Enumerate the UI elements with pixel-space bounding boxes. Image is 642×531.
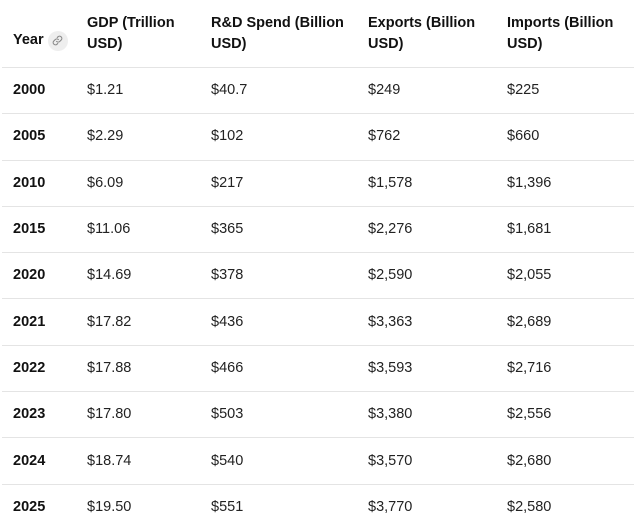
cell-year: 2024 <box>13 452 46 469</box>
cell-year: 2025 <box>13 499 46 516</box>
header-label-year: Year <box>13 32 44 48</box>
cell-rd-spend: $365 <box>211 221 244 238</box>
cell-year: 2015 <box>13 221 46 238</box>
table-row: 2005 $2.29 $102 $762 $660 <box>2 114 634 161</box>
cell-gdp: $19.50 <box>87 499 132 516</box>
cell-year: 2022 <box>13 359 46 376</box>
cell-imports: $2,580 <box>507 499 552 516</box>
cell-exports: $762 <box>368 128 401 145</box>
table-row: 2024 $18.74 $540 $3,570 $2,680 <box>2 438 634 485</box>
table-row: 2010 $6.09 $217 $1,578 $1,396 <box>2 161 634 207</box>
cell-imports: $2,680 <box>507 452 552 469</box>
cell-gdp: $11.06 <box>87 221 131 238</box>
cell-rd-spend: $436 <box>211 313 244 330</box>
cell-gdp: $18.74 <box>87 452 132 469</box>
cell-exports: $3,380 <box>368 406 413 423</box>
cell-exports: $2,276 <box>368 221 413 238</box>
cell-imports: $2,716 <box>507 359 552 376</box>
cell-rd-spend: $540 <box>211 452 244 469</box>
table-row: 2020 $14.69 $378 $2,590 $2,055 <box>2 253 634 300</box>
cell-gdp: $14.69 <box>87 267 132 284</box>
cell-exports: $3,363 <box>368 313 413 330</box>
header-cell-gdp: GDP (Trillion USD) <box>87 14 175 52</box>
header-cell-imports: Imports (Billion USD) <box>507 14 614 52</box>
table-body: 2000 $1.21 $40.7 $249 $225 2005 $2.29 $102 $762 $… <box>2 68 634 531</box>
header-cell-year: Year <box>2 16 87 51</box>
cell-exports: $3,593 <box>368 359 413 376</box>
cell-imports: $225 <box>507 82 540 99</box>
cell-gdp: $17.88 <box>87 359 132 376</box>
cell-rd-spend: $503 <box>211 406 244 423</box>
cell-year: 2010 <box>13 174 46 191</box>
cell-exports: $1,578 <box>368 174 413 191</box>
table-row: 2022 $17.88 $466 $3,593 $2,716 <box>2 346 634 393</box>
table-row: 2023 $17.80 $503 $3,380 $2,556 <box>2 392 634 439</box>
table-row: 2021 $17.82 $436 $3,363 $2,689 <box>2 299 634 346</box>
cell-rd-spend: $378 <box>211 267 244 284</box>
cell-rd-spend: $102 <box>211 128 244 145</box>
cell-rd-spend: $217 <box>211 174 244 191</box>
table-header-row: Year GDP (Trillion USD) R&D Spend (Billi… <box>2 0 634 68</box>
cell-exports: $2,590 <box>368 267 413 284</box>
cell-year: 2020 <box>13 267 46 284</box>
cell-rd-spend: $40.7 <box>211 82 248 99</box>
cell-imports: $660 <box>507 128 540 145</box>
cell-year: 2000 <box>13 82 46 99</box>
cell-year: 2005 <box>13 128 46 145</box>
table-row: 2015 $11.06 $365 $2,276 $1,681 <box>2 207 634 254</box>
cell-imports: $1,396 <box>507 174 552 191</box>
cell-gdp: $17.80 <box>87 406 132 423</box>
cell-imports: $2,689 <box>507 313 552 330</box>
cell-gdp: $17.82 <box>87 313 132 330</box>
header-cell-rd-spend: R&D Spend (Billion USD) <box>211 14 344 52</box>
cell-year: 2021 <box>13 313 46 330</box>
cell-year: 2023 <box>13 406 46 423</box>
cell-gdp: $6.09 <box>87 174 124 191</box>
link-icon[interactable] <box>47 30 68 51</box>
cell-gdp: $1.21 <box>87 82 124 99</box>
cell-rd-spend: $466 <box>211 359 244 376</box>
cell-imports: $2,556 <box>507 406 552 423</box>
cell-gdp: $2.29 <box>87 128 124 145</box>
cell-exports: $3,770 <box>368 499 413 516</box>
cell-imports: $1,681 <box>507 221 552 238</box>
header-cell-exports: Exports (Billion USD) <box>368 14 476 52</box>
cell-rd-spend: $551 <box>211 499 244 516</box>
table-row: 2025 $19.50 $551 $3,770 $2,580 <box>2 485 634 531</box>
cell-exports: $3,570 <box>368 452 413 469</box>
cell-exports: $249 <box>368 82 401 99</box>
table-row: 2000 $1.21 $40.7 $249 $225 <box>2 68 634 115</box>
cell-imports: $2,055 <box>507 267 552 284</box>
